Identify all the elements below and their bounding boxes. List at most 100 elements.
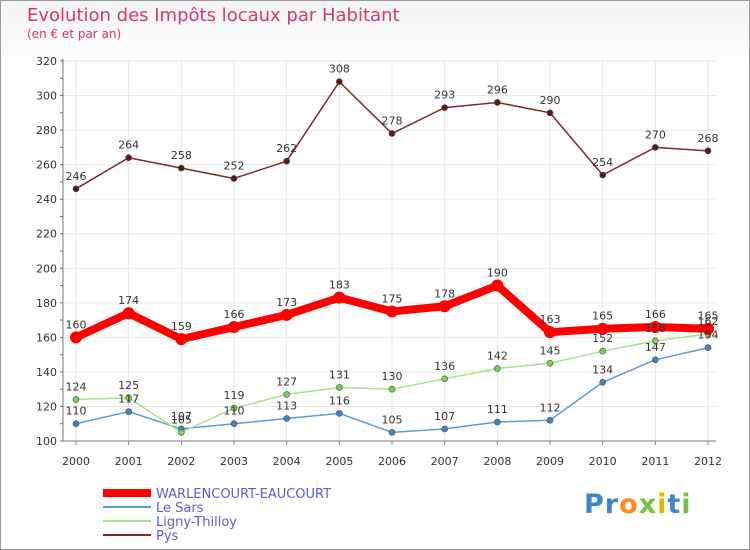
data-label: 165 [698, 310, 719, 323]
data-point [178, 164, 185, 172]
data-label: 107 [171, 410, 192, 423]
y-tick-label: 280 [36, 124, 57, 137]
data-label: 145 [540, 344, 561, 357]
y-tick-label: 320 [36, 55, 57, 68]
data-label: 107 [434, 410, 455, 423]
data-point [649, 321, 662, 333]
data-point [336, 78, 343, 86]
y-tick-label: 120 [36, 400, 57, 413]
legend-label: Le Sars [156, 501, 204, 516]
data-label: 162 [698, 315, 719, 328]
data-label: 268 [698, 132, 719, 145]
data-label: 270 [645, 128, 666, 141]
data-point [652, 144, 659, 151]
data-point [388, 385, 396, 393]
x-tick-label: 2002 [167, 455, 195, 468]
data-label: 183 [329, 279, 350, 292]
x-tick-label: 2004 [273, 455, 301, 468]
data-label: 166 [645, 308, 666, 321]
logo-letter: t [667, 489, 682, 520]
data-label: 175 [382, 292, 403, 305]
legend-label: WARLENCOURT-EAUCOURT [156, 487, 331, 502]
data-point [546, 109, 554, 117]
x-tick-label: 2001 [115, 455, 143, 468]
logo-letter: r [604, 489, 620, 520]
data-point [702, 322, 714, 335]
data-point [652, 356, 659, 364]
legend-label: Ligny-Thilloy [156, 515, 237, 530]
data-point [72, 420, 80, 428]
data-point [228, 321, 240, 333]
data-point [441, 425, 448, 433]
y-tick-label: 300 [36, 90, 57, 103]
data-point [386, 305, 398, 318]
data-point [599, 171, 606, 179]
data-label: 127 [276, 375, 297, 388]
data-point [283, 391, 290, 398]
y-tick-label: 160 [36, 331, 57, 344]
data-point [546, 416, 554, 424]
data-label: 258 [171, 149, 192, 162]
data-label: 160 [66, 318, 87, 331]
data-label: 116 [329, 394, 350, 407]
x-tick-label: 2007 [431, 455, 459, 468]
data-point [230, 420, 238, 428]
data-label: 296 [487, 83, 508, 96]
x-tick-label: 2008 [483, 455, 511, 468]
data-point [336, 410, 343, 417]
data-point [72, 185, 80, 193]
y-tick-label: 260 [36, 159, 57, 172]
data-point [283, 157, 290, 165]
plot-area [63, 61, 716, 441]
data-point [599, 378, 606, 386]
x-tick-label: 2005 [325, 455, 353, 468]
data-point [704, 147, 712, 155]
data-label: 105 [171, 413, 192, 426]
data-point [441, 104, 448, 111]
data-label: 117 [118, 393, 139, 406]
data-label: 262 [276, 142, 297, 155]
data-point [336, 384, 343, 391]
data-label: 154 [698, 329, 719, 342]
data-point [599, 347, 606, 355]
data-label: 113 [276, 400, 297, 413]
data-label: 165 [592, 310, 613, 323]
x-tick-label: 2000 [62, 455, 90, 468]
data-point [494, 99, 501, 106]
data-label: 166 [224, 308, 245, 321]
title-block: Evolution des Impôts locaux par Habitant… [27, 5, 400, 41]
data-label: 159 [171, 320, 192, 333]
data-point [175, 333, 188, 346]
data-point [230, 404, 238, 412]
data-label: 178 [434, 287, 455, 300]
data-point [494, 418, 501, 426]
data-label: 147 [645, 341, 666, 354]
data-point [122, 307, 135, 320]
data-label: 158 [645, 322, 666, 335]
logo-letter: o [619, 489, 639, 520]
data-point [388, 429, 396, 436]
y-tick-label: 200 [36, 262, 57, 275]
data-point [704, 344, 712, 352]
data-label: 264 [118, 139, 139, 152]
data-label: 105 [382, 413, 403, 426]
x-tick-label: 2009 [536, 455, 564, 468]
data-label: 290 [540, 94, 561, 107]
data-point [125, 154, 132, 162]
y-tick-label: 220 [36, 228, 57, 241]
logo-letter: i [657, 489, 668, 520]
logo-letter: i [681, 489, 692, 520]
x-tick-label: 2006 [378, 455, 406, 468]
data-point [125, 394, 132, 402]
x-tick-label: 2012 [694, 455, 722, 468]
data-label: 173 [276, 296, 297, 309]
data-label: 119 [224, 389, 245, 402]
y-tick-label: 180 [36, 297, 57, 310]
data-point [230, 175, 238, 182]
data-point [70, 331, 82, 344]
data-label: 134 [592, 363, 613, 376]
proxiti-logo: Proxiti [584, 489, 692, 520]
data-point [283, 415, 290, 422]
